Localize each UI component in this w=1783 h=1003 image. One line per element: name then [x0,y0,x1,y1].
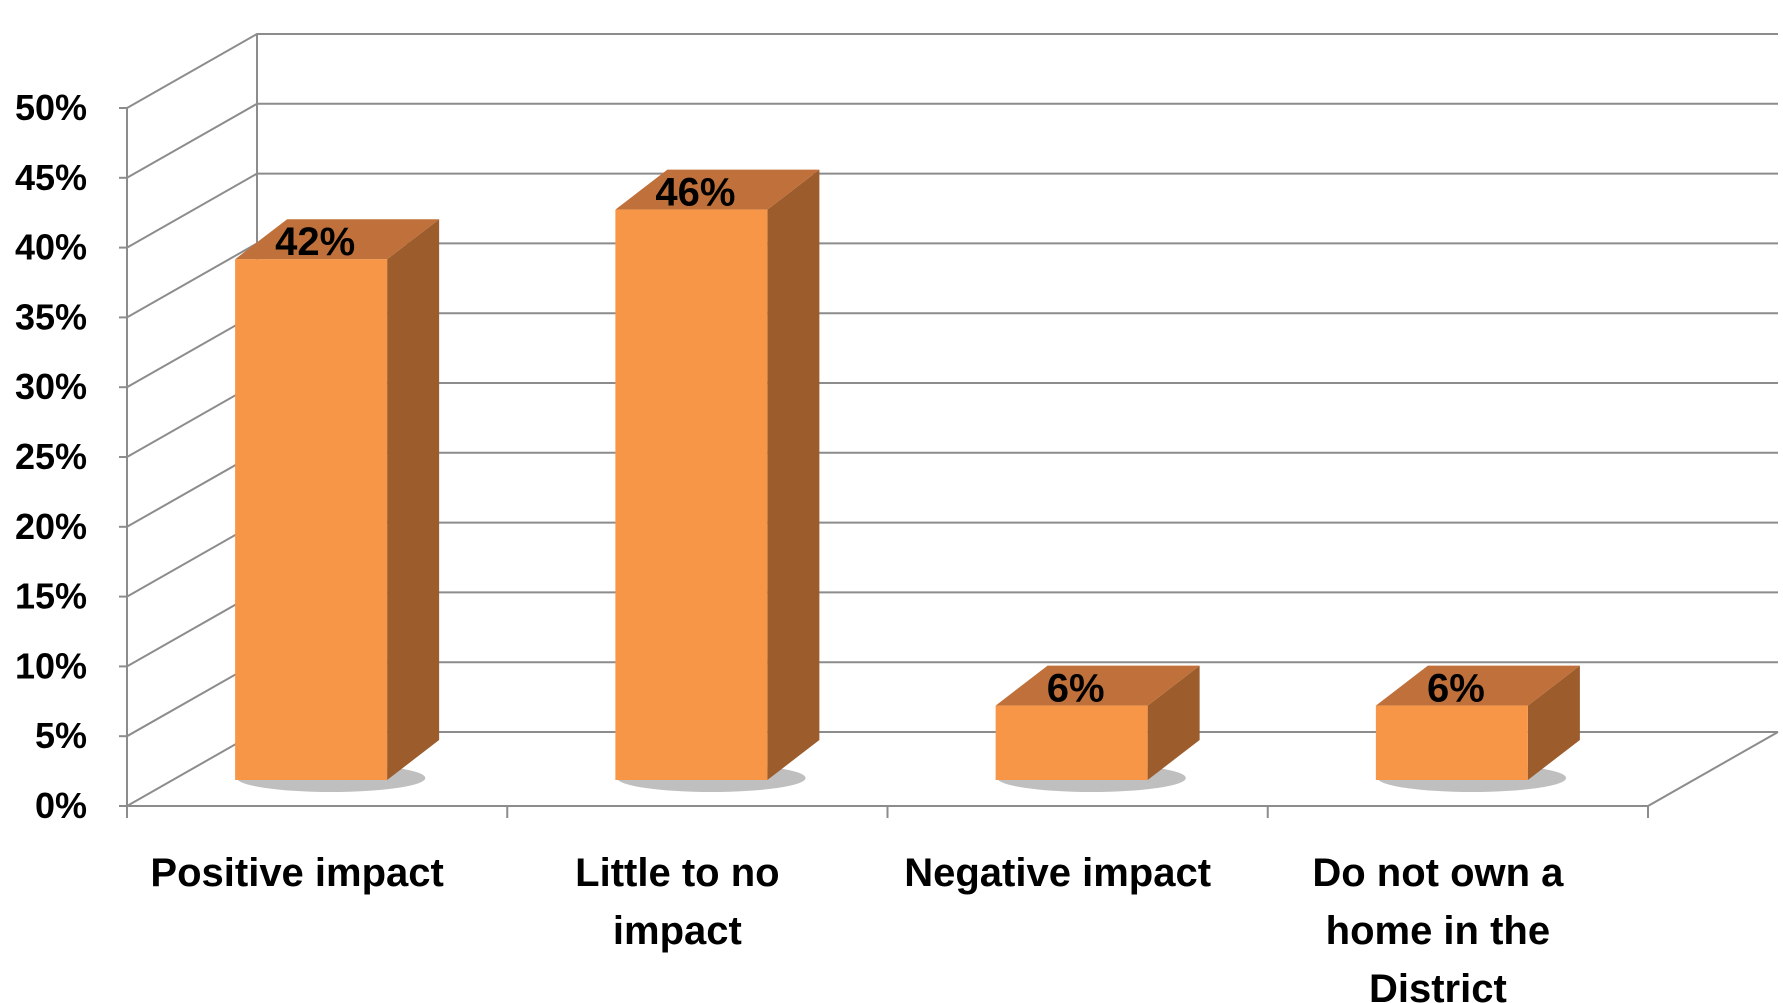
bar-top-face [995,665,1200,706]
y-tick-label: 50% [15,87,87,128]
category-label-line: Little to no [575,851,779,895]
y-tick-label: 40% [15,227,87,268]
category-label: Negative impact [904,851,1211,895]
bar-side-face [767,169,820,781]
bar-front-face [1375,705,1528,780]
bar [1375,665,1580,792]
gridline [126,102,1778,179]
bar-top-face [235,219,440,260]
data-label: 42% [275,220,355,264]
data-label: 46% [655,171,735,215]
bar-series [235,169,1580,792]
floor-right-edge [1647,731,1779,807]
bar-top-face [1375,665,1580,706]
category-label: Little to no impact [575,851,779,953]
x-axis-category-labels: Positive impact Little to no impact Negativ… [150,851,1564,1003]
gridline [126,33,1778,109]
y-tick-label: 35% [15,296,87,337]
y-tick-label: 25% [15,436,87,477]
data-label: 6% [1047,667,1105,711]
y-tick-label: 20% [15,506,87,547]
y-tick-label: 15% [15,576,87,617]
y-tick-label: 45% [15,157,87,198]
bar-top-face [615,169,820,210]
category-label: Positive impact [150,851,443,895]
category-label-line: Do not own a [1312,851,1564,895]
data-labels: 42% 46% 6% 6% [275,171,1485,711]
y-tick-label: 0% [35,785,87,826]
bar [235,219,440,792]
bar-front-face [615,209,768,781]
bar-side-face [1527,665,1580,780]
y-tick-label: 30% [15,366,87,407]
bar [995,665,1200,792]
y-tick-label: 5% [35,715,87,756]
x-axis [119,107,1779,818]
category-label-line: home in the [1326,909,1550,953]
category-label-line: Negative impact [904,851,1211,895]
category-label-line: Positive impact [150,851,443,895]
bar-front-face [235,259,388,780]
category-label-line: District [1369,967,1507,1003]
y-axis-tick-labels: 0% 5% 10% 15% 20% 25% 30% 35% 40% 45% 50% [15,87,87,826]
bar-side-face [387,219,440,780]
y-tick-label: 10% [15,645,87,686]
data-label: 6% [1427,667,1485,711]
bar-front-face [995,705,1148,780]
bar [615,169,820,792]
bar-side-face [1147,665,1200,780]
category-label: Do not own a home in the District [1312,851,1564,1003]
category-label-line: impact [613,909,742,953]
